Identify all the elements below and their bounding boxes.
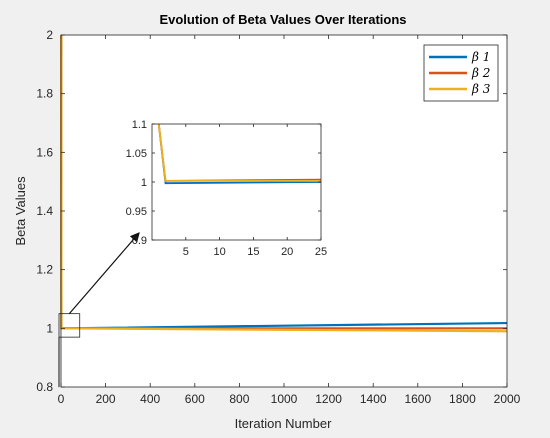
inset-x-tick-label: 25 <box>315 246 327 258</box>
y-tick-label: 1 <box>46 321 53 335</box>
x-tick-label: 1200 <box>315 392 342 406</box>
y-tick-label: 1.6 <box>36 145 53 159</box>
inset-x-tick-label: 20 <box>281 246 293 258</box>
inset-series-line-3 <box>157 123 321 182</box>
inset-axes: 5 10 15 20 25 0.9 0.95 1 1.05 1.1 <box>126 119 328 258</box>
x-tick-label: 1000 <box>271 392 298 406</box>
y-tick-label: 1.4 <box>36 204 53 218</box>
x-tick-label: 600 <box>185 392 205 406</box>
zoom-callout <box>58 232 140 388</box>
y-tick-label: 2 <box>46 28 53 42</box>
y-axis-label: Beta Values <box>13 176 28 246</box>
y-tick-label: 0.8 <box>36 380 53 394</box>
main-axes-ticks: 0 200 400 600 800 1000 1200 1400 1600 1800 2000 0.8… <box>36 28 520 406</box>
legend-label-1: β 1 <box>471 50 490 64</box>
y-tick-label: 1.2 <box>36 263 53 277</box>
y-tick-label: 1.8 <box>36 87 53 101</box>
inset-y-tick-label: 1.1 <box>132 119 147 131</box>
inset-x-tick-label: 5 <box>183 246 189 258</box>
chart-title: Evolution of Beta Values Over Iterations <box>159 12 406 27</box>
x-tick-label: 1800 <box>449 392 476 406</box>
inset-y-tick-label: 1.05 <box>126 148 147 160</box>
inset-x-tick-label: 15 <box>247 246 259 258</box>
x-tick-label: 1400 <box>360 392 387 406</box>
x-axis-label: Iteration Number <box>235 416 332 431</box>
legend-label-3: β 3 <box>471 82 491 96</box>
inset-y-tick-label: 0.95 <box>126 206 147 218</box>
inset-y-tick-label: 1 <box>141 177 147 189</box>
x-tick-label: 0 <box>58 392 65 406</box>
x-tick-label: 800 <box>229 392 249 406</box>
x-tick-label: 1600 <box>404 392 431 406</box>
callout-arrow <box>68 232 140 315</box>
legend: β 1 β 2 β 3 <box>423 44 499 102</box>
inset-x-tick-label: 10 <box>213 246 225 258</box>
x-tick-label: 200 <box>96 392 116 406</box>
legend-label-2: β 2 <box>471 66 490 80</box>
x-tick-label: 2000 <box>494 392 521 406</box>
inset-y-tick-label: 0.9 <box>132 235 147 247</box>
x-tick-label: 400 <box>140 392 160 406</box>
